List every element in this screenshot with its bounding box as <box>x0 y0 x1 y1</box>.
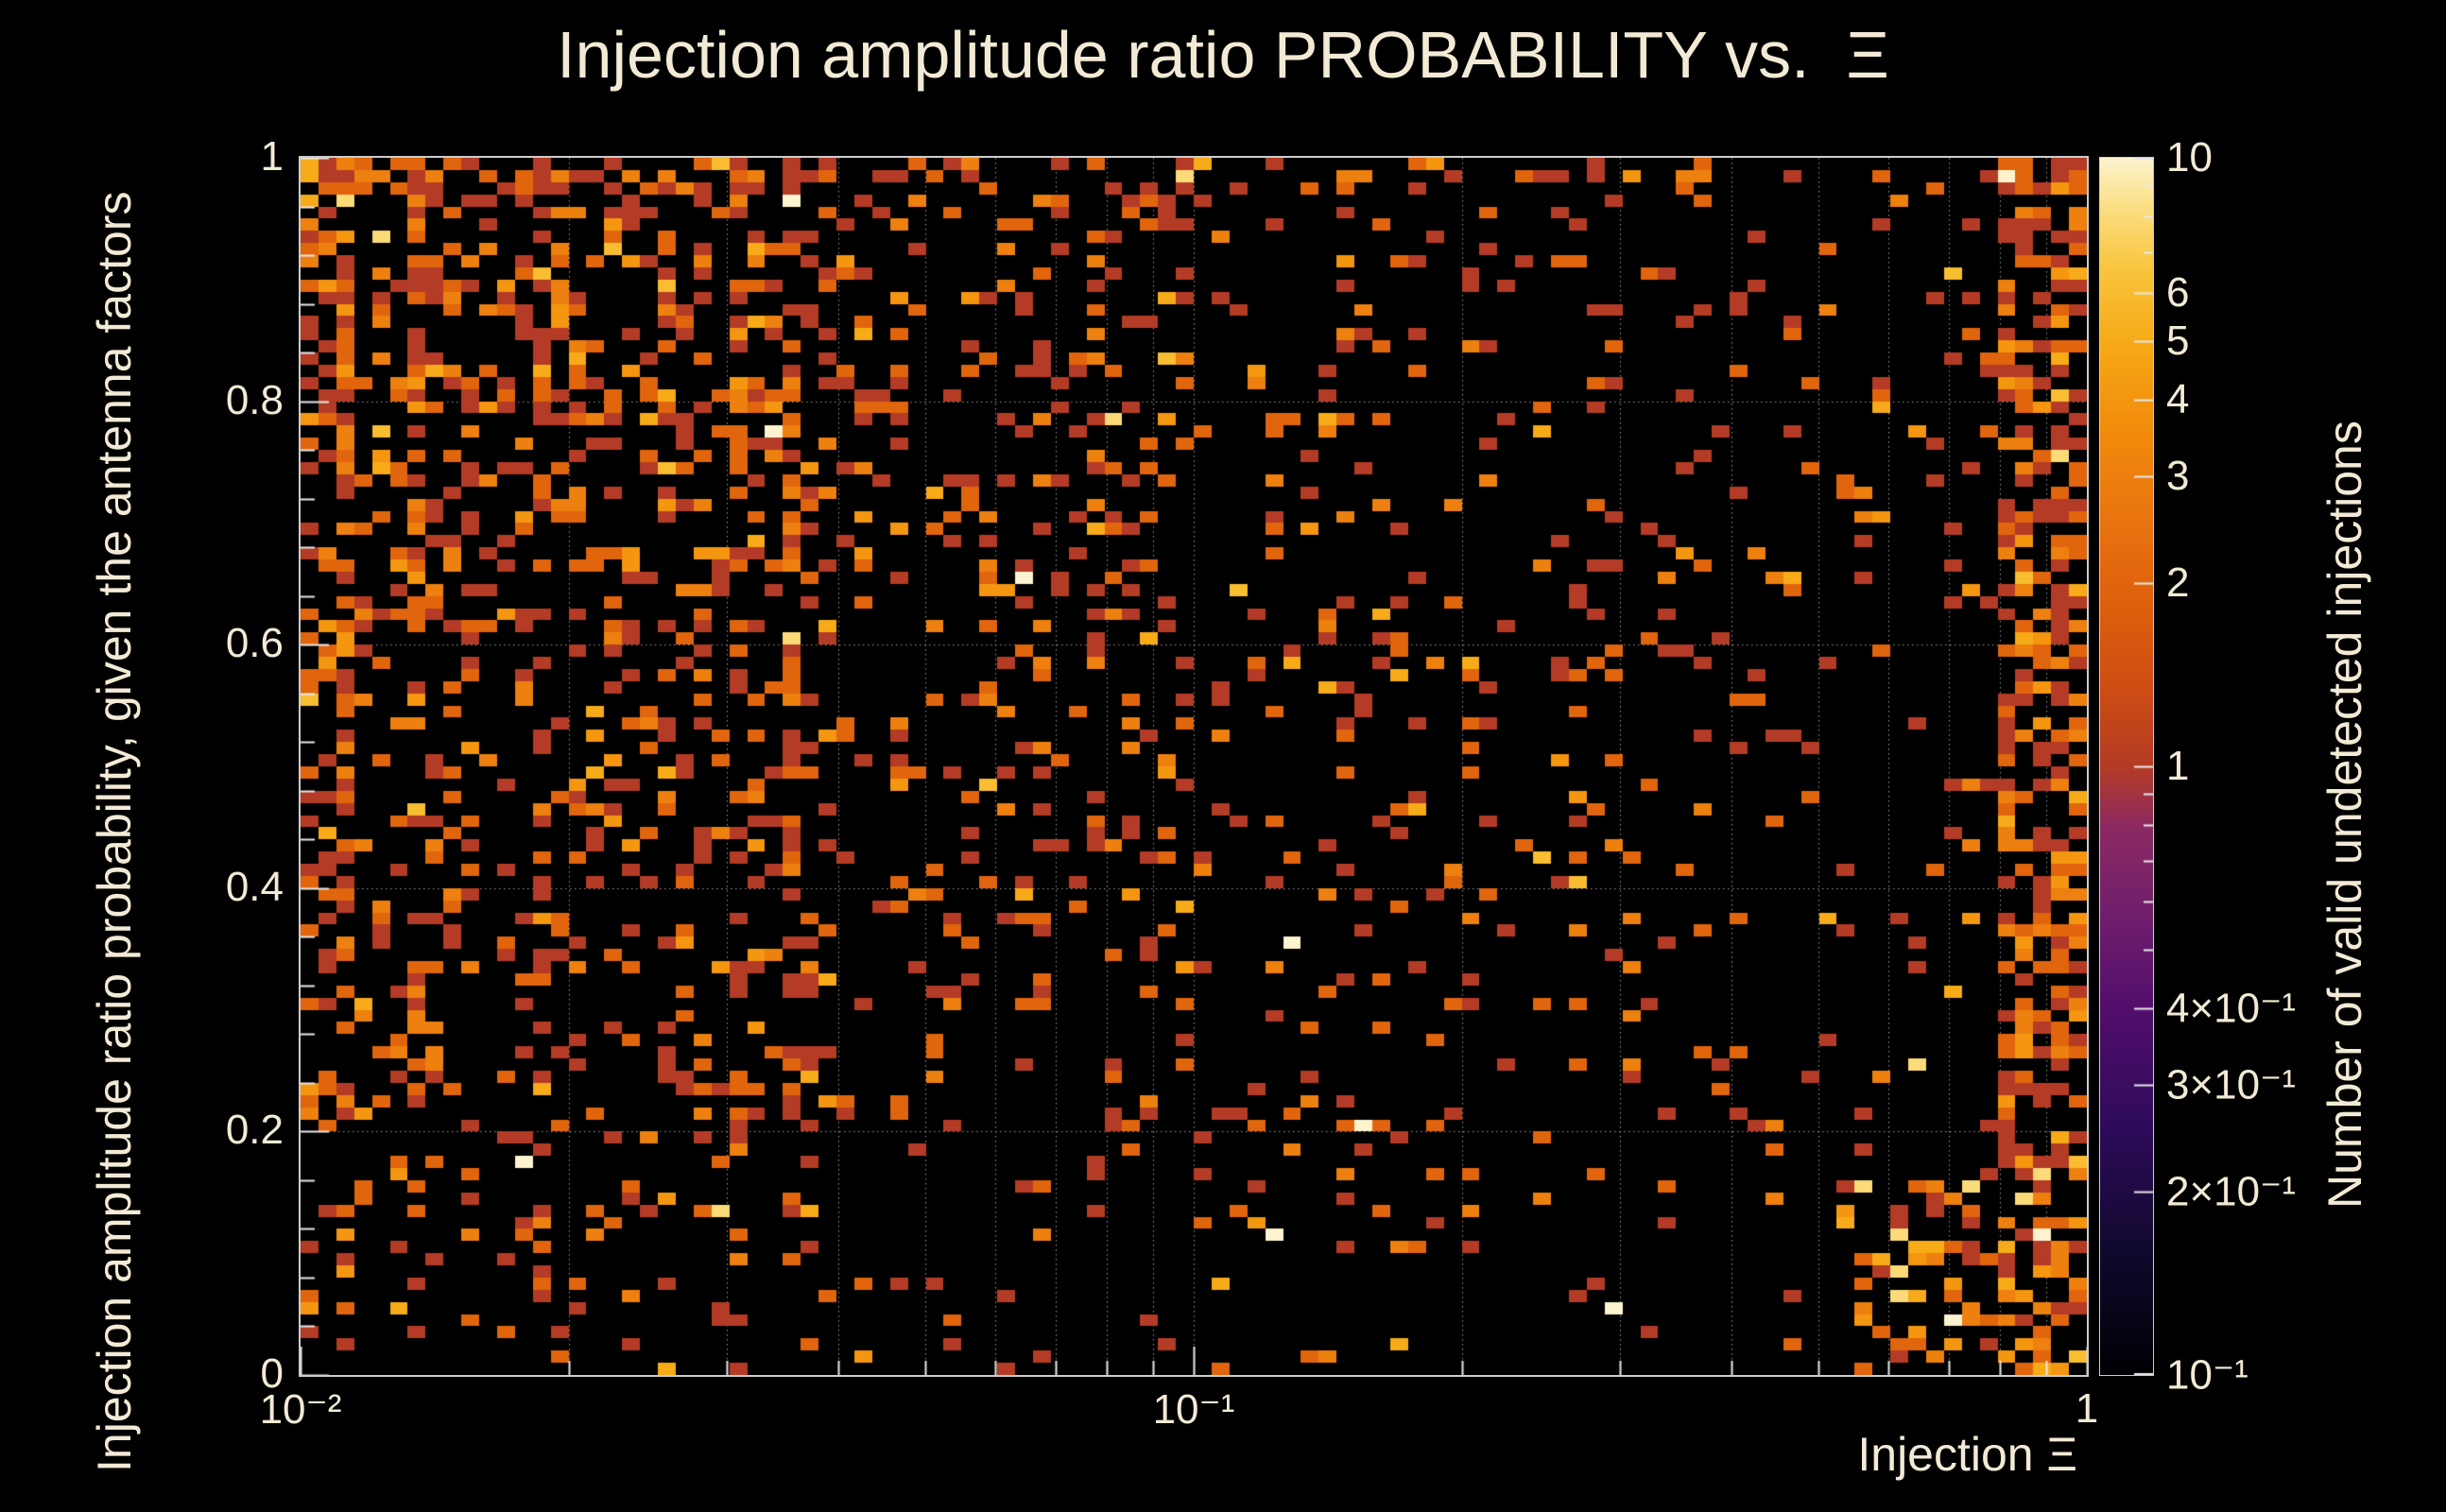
z-tick-label: 10⁻¹ <box>2166 1351 2248 1399</box>
z-tick-label: 5 <box>2166 318 2190 364</box>
z-tick-label: 10 <box>2166 134 2213 180</box>
x-tick-label: 10⁻¹ <box>1152 1386 1235 1433</box>
z-tick-label: 3×10⁻¹ <box>2166 1061 2296 1108</box>
colorbar-canvas <box>2100 158 2153 1375</box>
x-axis-title: Injection Ξ <box>1857 1428 2077 1481</box>
plot-area <box>299 156 2089 1377</box>
colorbar <box>2099 157 2154 1376</box>
z-tick-label: 3 <box>2166 453 2190 499</box>
y-tick-label: 0.6 <box>225 620 284 666</box>
z-tick-label: 2×10⁻¹ <box>2166 1168 2296 1215</box>
z-tick-label: 4×10⁻¹ <box>2166 985 2296 1032</box>
z-tick-label: 4 <box>2166 376 2190 422</box>
y-tick-label: 0.2 <box>225 1107 284 1153</box>
y-tick-label: 1 <box>260 133 284 180</box>
x-tick-label: 10⁻² <box>259 1386 342 1433</box>
heatmap-canvas <box>301 158 2087 1375</box>
y-tick-label: 0.8 <box>225 377 284 423</box>
y-tick-label: 0.4 <box>225 864 284 910</box>
chart-title: Injection amplitude ratio PROBABILITY vs… <box>557 18 1889 92</box>
x-tick-label: 1 <box>2075 1385 2099 1432</box>
y-axis-title: Injection amplitude ratio probability, g… <box>88 191 141 1472</box>
z-axis-title: Number of valid undetected injections <box>2318 421 2371 1209</box>
z-tick-label: 6 <box>2166 269 2190 316</box>
y-tick-label: 0 <box>260 1350 284 1397</box>
z-tick-label: 1 <box>2166 743 2190 789</box>
z-tick-label: 2 <box>2166 559 2190 606</box>
